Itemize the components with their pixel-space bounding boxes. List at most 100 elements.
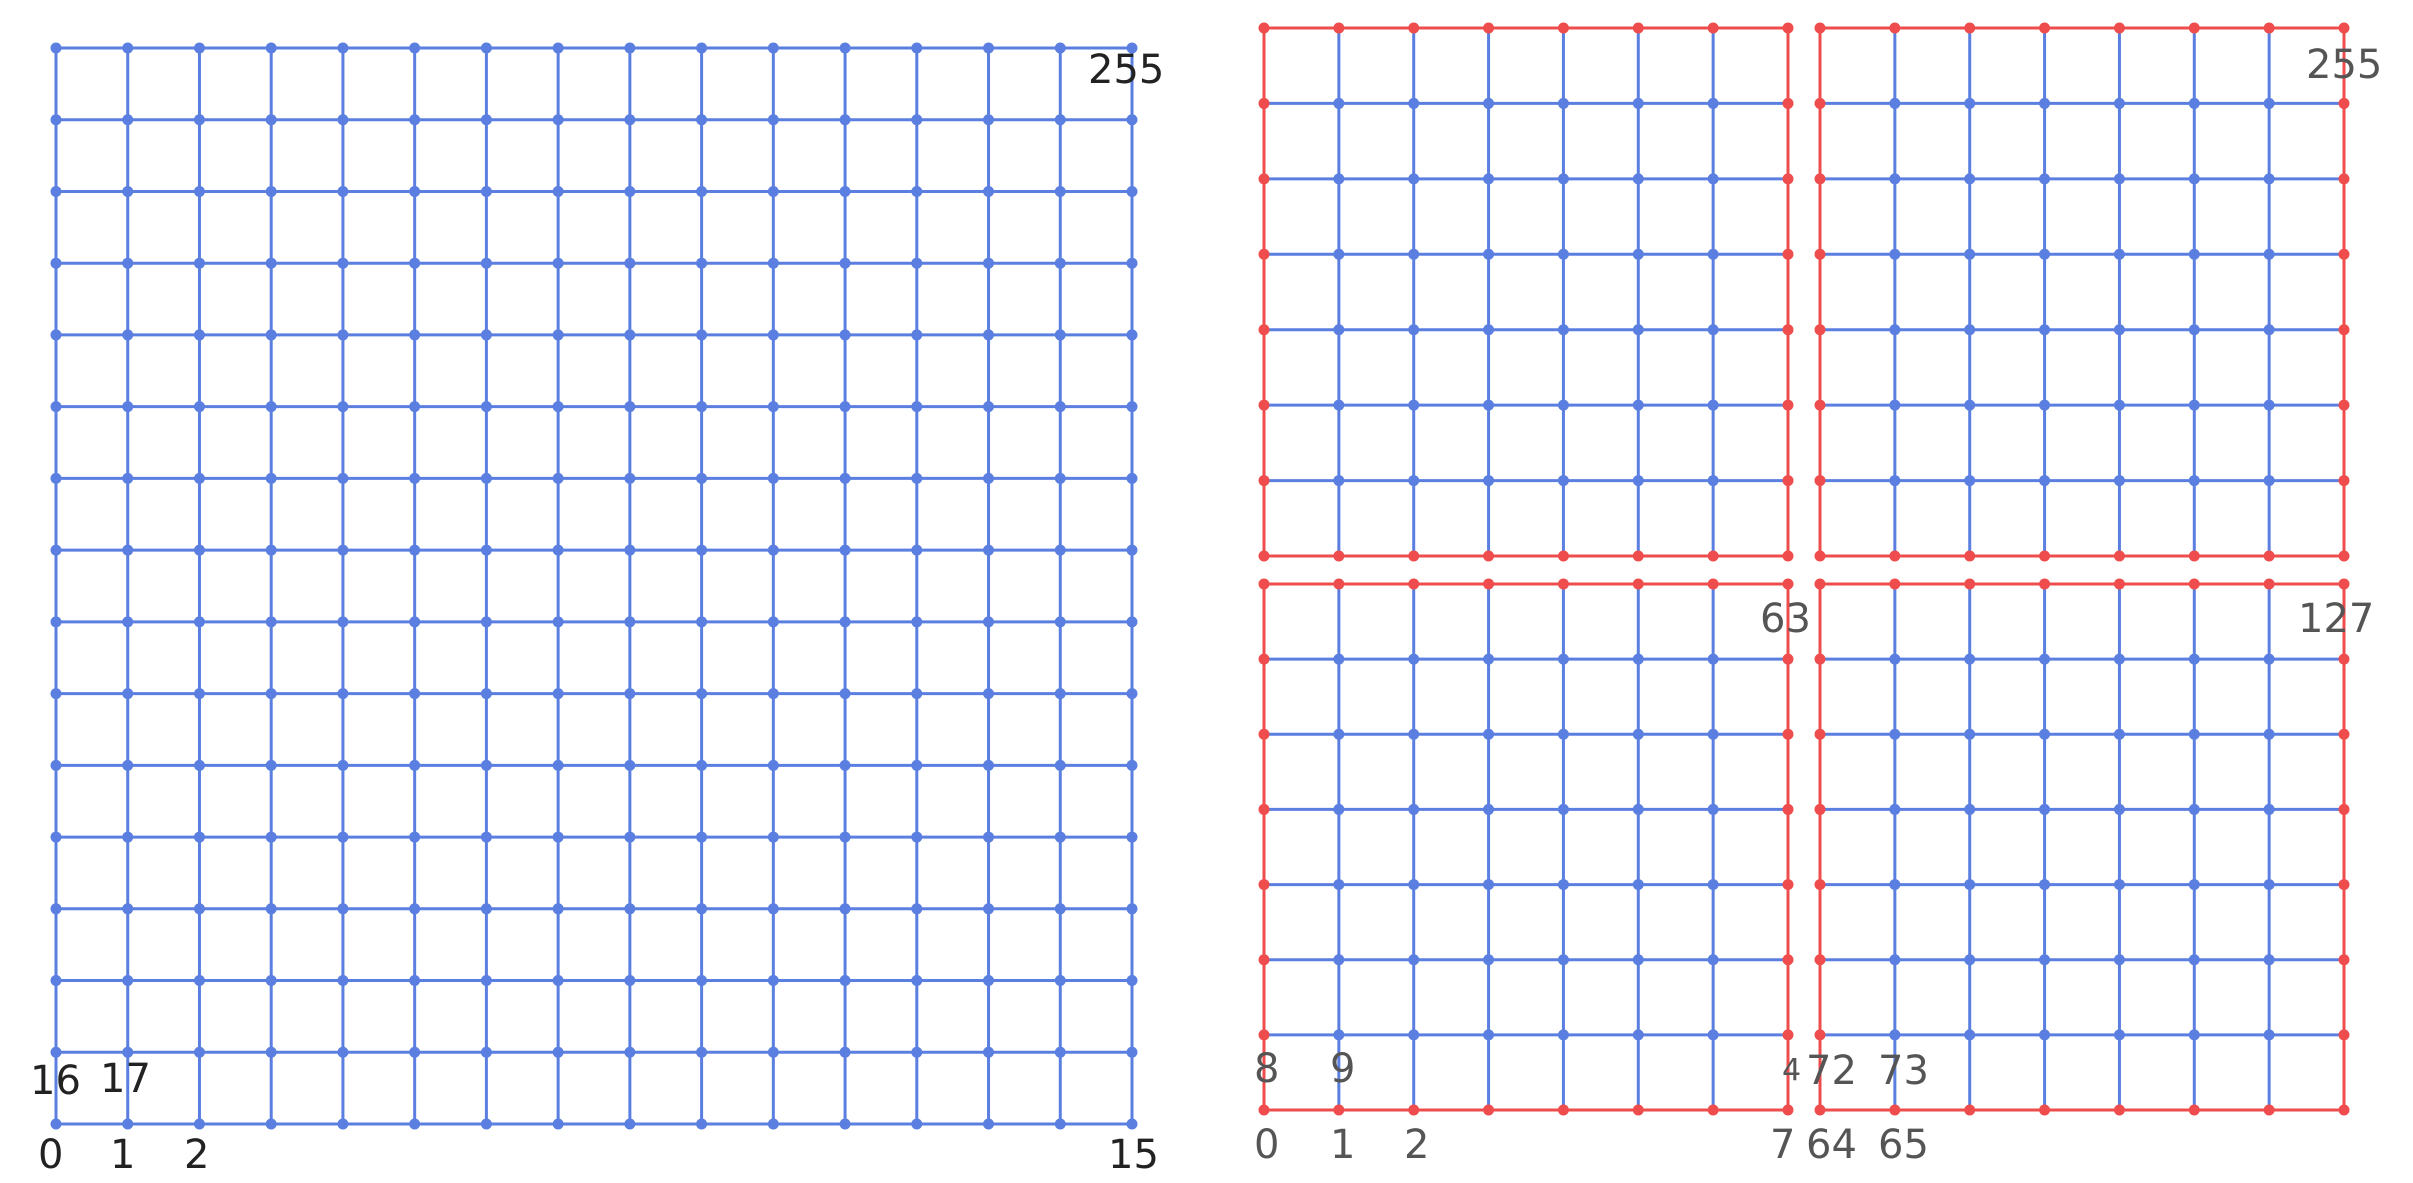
left-label-node-16: 16 <box>30 1058 81 1104</box>
left-mesh-node <box>193 472 205 484</box>
right-block-boundary-node <box>2338 324 2350 336</box>
left-mesh-node <box>839 544 851 556</box>
right-block-node <box>1557 728 1569 740</box>
left-mesh-node <box>193 329 205 341</box>
left-mesh-node <box>50 1118 62 1130</box>
left-mesh-node <box>696 616 708 628</box>
left-mesh-node <box>624 831 636 843</box>
right-block-node <box>2113 324 2125 336</box>
left-mesh-node <box>767 185 779 197</box>
left-mesh-node <box>911 544 923 556</box>
right-block-node <box>2113 1029 2125 1041</box>
right-block-boundary-node <box>1258 803 1270 815</box>
right-block-boundary-node <box>1333 550 1345 562</box>
right-block-boundary-node <box>2338 97 2350 109</box>
right-block-node <box>1557 475 1569 487</box>
left-mesh-node <box>337 688 349 700</box>
right-block-node <box>2113 173 2125 185</box>
right-block-node <box>1333 728 1345 740</box>
left-mesh-node <box>409 831 421 843</box>
right-block-node <box>1483 475 1495 487</box>
left-mesh-node <box>911 185 923 197</box>
right-block-boundary-node <box>1258 550 1270 562</box>
left-mesh-node <box>983 688 995 700</box>
right-block-boundary-node <box>2338 954 2350 966</box>
right-block-node <box>1557 399 1569 411</box>
right-block-boundary-node <box>1483 578 1495 590</box>
right-block-boundary <box>1262 582 1790 1112</box>
left-mesh-node <box>767 688 779 700</box>
left-mesh-node <box>265 688 277 700</box>
left-mesh-node <box>409 975 421 987</box>
left-mesh-node <box>1126 688 1138 700</box>
right-block-node <box>1408 879 1420 891</box>
right-label-node-63: 63 <box>1760 596 1811 642</box>
left-mesh-node <box>911 616 923 628</box>
right-block-boundary-node <box>2039 550 2051 562</box>
right-block-node <box>1483 173 1495 185</box>
right-block-node <box>1408 475 1420 487</box>
right-block-node <box>1632 475 1644 487</box>
left-mesh-node <box>409 688 421 700</box>
right-block-node <box>1964 324 1976 336</box>
right-block-node <box>2263 248 2275 260</box>
left-mesh-node <box>337 1046 349 1058</box>
left-mesh-node <box>50 42 62 54</box>
right-block-node <box>2039 399 2051 411</box>
left-mesh-node <box>1126 759 1138 771</box>
left-mesh-node <box>767 329 779 341</box>
left-mesh-node <box>552 759 564 771</box>
left-mesh-node <box>265 759 277 771</box>
left-mesh-node <box>50 329 62 341</box>
right-block-node <box>2039 173 2051 185</box>
left-mesh-node <box>696 114 708 126</box>
left-mesh-node <box>696 472 708 484</box>
left-mesh-node <box>911 114 923 126</box>
left-mesh-node <box>122 185 134 197</box>
left-mesh-node <box>480 544 492 556</box>
right-block-node <box>1483 399 1495 411</box>
right-block-node <box>1889 954 1901 966</box>
right-label-node-72: 72 <box>1806 1048 1857 1094</box>
right-label-node-127: 127 <box>2298 596 2374 642</box>
right-block-boundary-node <box>2113 550 2125 562</box>
right-block-node <box>1707 653 1719 665</box>
right-block-node <box>2188 803 2200 815</box>
right-block-boundary-node <box>2338 728 2350 740</box>
left-mesh-node <box>839 1046 851 1058</box>
right-block-boundary-node <box>1814 728 1826 740</box>
left-mesh-node <box>50 975 62 987</box>
right-block-node <box>1889 324 1901 336</box>
left-mesh-node <box>767 472 779 484</box>
left-mesh-node <box>265 975 277 987</box>
left-mesh-node <box>552 1046 564 1058</box>
right-block-node <box>1889 248 1901 260</box>
left-mesh-node <box>552 616 564 628</box>
right-block-node <box>2263 97 2275 109</box>
left-mesh-node <box>624 903 636 915</box>
right-block-node <box>1707 248 1719 260</box>
left-mesh-node <box>1126 472 1138 484</box>
left-mesh-node <box>983 42 995 54</box>
right-block-node <box>1707 173 1719 185</box>
left-mesh-node <box>1054 185 1066 197</box>
right-block-node <box>1408 248 1420 260</box>
right-block-node <box>1557 173 1569 185</box>
left-mesh-node <box>624 185 636 197</box>
right-block-node <box>1408 1029 1420 1041</box>
left-mesh-node <box>696 1118 708 1130</box>
right-block-node <box>2039 248 2051 260</box>
right-block-boundary-node <box>2113 22 2125 34</box>
right-block-boundary-node <box>1557 550 1569 562</box>
left-mesh-node <box>839 903 851 915</box>
left-mesh-node <box>983 616 995 628</box>
right-block-node <box>1707 399 1719 411</box>
right-block-boundary-node <box>1408 1104 1420 1116</box>
right-block-boundary-node <box>1258 97 1270 109</box>
left-mesh-node <box>265 114 277 126</box>
right-block-node <box>2113 248 2125 260</box>
right-block-node <box>1964 399 1976 411</box>
left-mesh-node <box>624 472 636 484</box>
left-mesh-node <box>983 831 995 843</box>
